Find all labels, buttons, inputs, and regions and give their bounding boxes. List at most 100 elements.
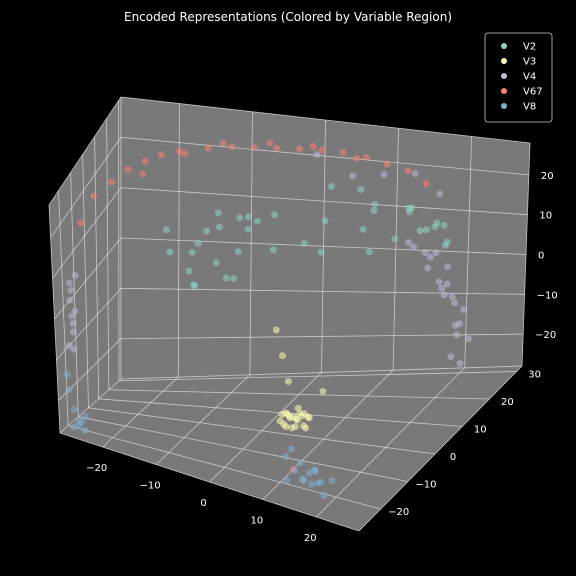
legend-marker-v67 [501, 88, 507, 94]
z-tick-label: 20 [541, 171, 554, 182]
pane-edge [59, 432, 360, 532]
z-tick-label: −10 [537, 290, 558, 301]
point-v2 [416, 227, 424, 235]
pane-edge [59, 378, 122, 434]
point-v8 [82, 413, 89, 420]
point-v4 [451, 299, 459, 307]
point-v67 [318, 146, 326, 154]
point-v4 [70, 345, 78, 353]
y-tick-label: −20 [388, 507, 409, 518]
point-v2 [365, 248, 373, 256]
point-v3 [296, 409, 304, 417]
x-tick-label: 20 [304, 533, 317, 544]
point-v2 [357, 186, 365, 194]
point-v67 [141, 157, 149, 165]
point-v2 [271, 211, 278, 219]
z-grid-back [120, 136, 529, 176]
legend-label-v8: V8 [523, 102, 536, 113]
legend-marker-v8 [501, 103, 507, 109]
point-v67 [228, 143, 236, 151]
y-grid-floor [108, 389, 490, 400]
point-v8 [81, 426, 89, 434]
point-v2 [190, 281, 198, 289]
x-grid-floor [155, 374, 251, 465]
point-v2 [215, 223, 223, 231]
point-v8 [287, 445, 295, 453]
point-v4 [444, 263, 451, 270]
z-grid-back [120, 287, 525, 295]
y-tick-label: 0 [450, 452, 456, 463]
point-v67 [90, 192, 98, 200]
point-v2 [214, 209, 222, 217]
point-v4 [438, 284, 446, 292]
point-v3 [272, 326, 280, 334]
point-v8 [311, 467, 319, 475]
point-v2 [194, 239, 202, 247]
point-v2 [433, 219, 441, 227]
point-v4 [313, 151, 321, 159]
x-grid-floor [262, 369, 394, 500]
point-v4 [453, 331, 460, 339]
point-v2 [234, 248, 242, 256]
point-v4 [451, 321, 459, 329]
pane-edge [120, 96, 531, 144]
point-v4 [456, 359, 464, 367]
point-v4 [432, 249, 440, 257]
point-v4 [67, 286, 75, 294]
point-v2 [236, 214, 244, 222]
point-v2 [405, 204, 413, 212]
point-v67 [339, 148, 347, 156]
pane-edge [521, 142, 531, 367]
point-v8 [300, 477, 307, 484]
point-v4 [427, 253, 434, 261]
y-tick-label: 10 [474, 425, 487, 436]
point-v2 [321, 217, 329, 225]
pane-edge [48, 204, 61, 434]
point-v8 [320, 492, 328, 499]
point-v4 [460, 306, 468, 314]
point-v4 [421, 249, 429, 257]
z-tick-label: 10 [539, 211, 552, 222]
point-v4 [68, 312, 76, 320]
y-tick-label: 20 [501, 397, 514, 408]
back-pane [121, 97, 530, 379]
point-v4 [424, 264, 431, 272]
chart-legend: V2 V3 V4 V67 V8 [484, 32, 553, 123]
point-v2 [245, 213, 252, 221]
x-grid-floor [209, 372, 322, 483]
y-grid-floor [68, 425, 381, 510]
legend-marker-v2 [501, 43, 507, 49]
chart-ticks: −20 −10 0 10 20 −20 −10 0 10 20 30 −20 −10 0 10 20 [86, 171, 558, 544]
point-v2 [359, 226, 367, 233]
point-v2 [371, 200, 379, 208]
point-v4 [71, 271, 79, 279]
point-v2 [328, 182, 335, 190]
x-tick-label: 0 [200, 498, 206, 509]
point-v4 [349, 172, 357, 180]
point-v3 [283, 410, 291, 418]
z-grid-left [52, 187, 122, 279]
point-v3 [294, 416, 301, 424]
point-v4 [410, 243, 417, 251]
point-v4 [66, 341, 73, 349]
point-v3 [319, 387, 327, 395]
point-v67 [309, 142, 317, 150]
point-v3 [300, 422, 307, 430]
point-v3 [305, 414, 313, 422]
x-grid-floor [102, 376, 179, 448]
point-v4 [66, 296, 74, 304]
point-v67 [422, 180, 430, 188]
point-v4 [443, 280, 451, 288]
point-v67 [157, 151, 165, 159]
x-grid-floor [316, 367, 465, 518]
z-grid-left [50, 137, 122, 238]
x-tick-label: −20 [86, 463, 107, 474]
chart-title: Encoded Representations (Colored by Vari… [124, 10, 452, 24]
point-v4 [436, 190, 444, 198]
point-v67 [273, 144, 281, 152]
point-v67 [124, 165, 132, 173]
y-tick-label: −10 [415, 480, 436, 491]
point-v67 [250, 144, 258, 152]
point-v2 [230, 274, 238, 282]
point-v67 [353, 154, 361, 162]
